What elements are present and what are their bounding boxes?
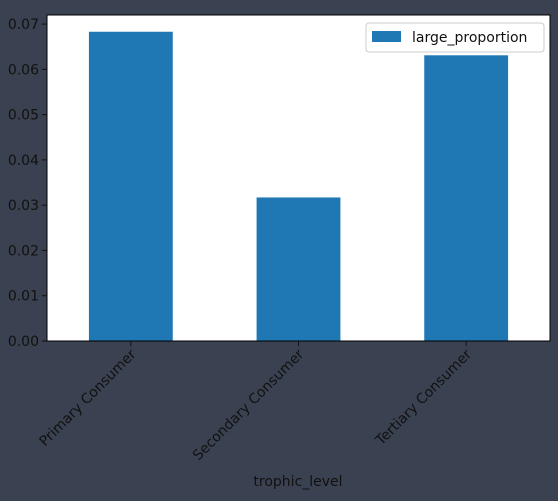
x-tick-label: Tertiary Consumer bbox=[372, 346, 475, 449]
y-tick-label: 0.01 bbox=[8, 289, 39, 305]
y-axis: 0.00 0.01 0.02 0.03 0.04 0.05 0.06 0.07 bbox=[8, 17, 47, 350]
x-axis: Primary Consumer Secondary Consumer Tertia… bbox=[36, 341, 475, 464]
y-tick-label: 0.07 bbox=[8, 17, 39, 33]
y-tick-label: 0.05 bbox=[8, 108, 39, 124]
bar-tertiary-consumer bbox=[424, 55, 509, 342]
bars-group bbox=[88, 31, 509, 342]
x-axis-title: trophic_level bbox=[253, 474, 342, 490]
bar-primary-consumer bbox=[88, 31, 173, 341]
y-tick-label: 0.00 bbox=[8, 334, 39, 350]
plot-frame bbox=[46, 14, 551, 342]
y-tick-label: 0.02 bbox=[8, 243, 39, 259]
y-tick-label: 0.06 bbox=[8, 62, 39, 78]
x-tick-label: Secondary Consumer bbox=[190, 346, 308, 464]
legend-label: large_proportion bbox=[412, 30, 527, 46]
y-tick-label: 0.04 bbox=[8, 153, 39, 169]
legend-swatch bbox=[372, 31, 401, 42]
bar-secondary-consumer bbox=[256, 197, 341, 341]
y-tick-label: 0.03 bbox=[8, 198, 39, 214]
x-tick-label: Primary Consumer bbox=[36, 346, 139, 449]
legend-box bbox=[365, 22, 545, 53]
legend: large_proportion bbox=[365, 22, 545, 53]
